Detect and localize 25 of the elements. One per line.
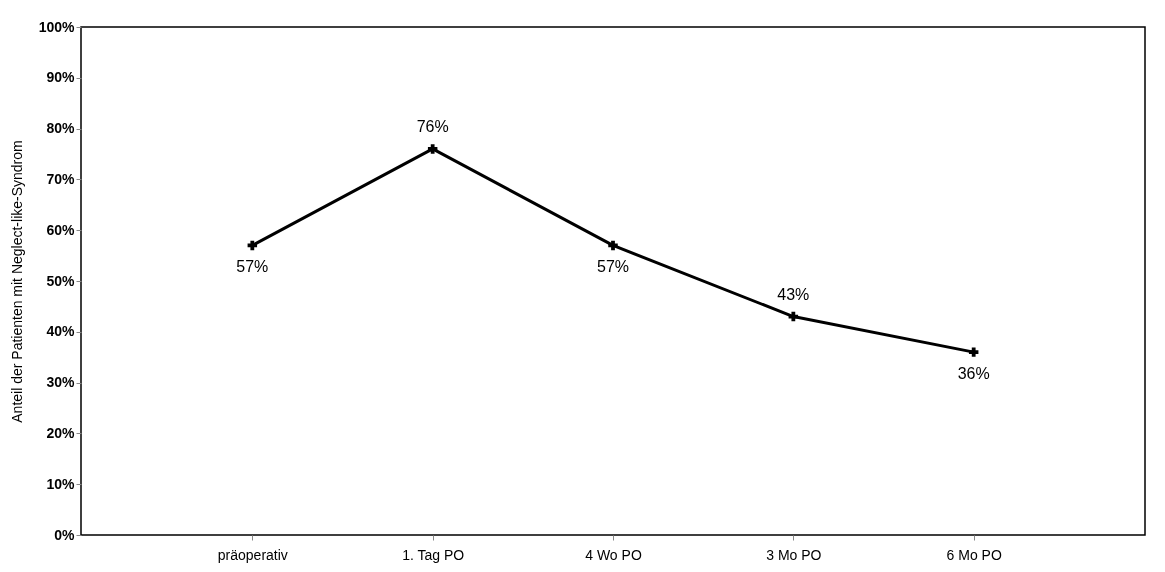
point — [968, 347, 979, 357]
y-axis-title: Anteil der Patienten mit Neglect-like-Syndrom — [8, 140, 25, 423]
text: 36% — [957, 365, 990, 383]
y-tick-label: 0% — [54, 526, 76, 543]
text: 76% — [416, 117, 449, 135]
y-tick-label: 30% — [46, 374, 76, 391]
y-tick-label: 10% — [46, 475, 76, 492]
text: 57% — [596, 258, 630, 276]
y-tick-label: 90% — [46, 69, 76, 86]
y-tick-label: 20% — [46, 424, 76, 441]
point — [427, 144, 438, 154]
x-tick-label: 1. Tag PO — [402, 546, 465, 563]
point — [608, 240, 618, 251]
x-tick-label: 6 Mo PO — [946, 546, 1002, 563]
y-tick-label: 60% — [46, 221, 76, 238]
text: 57% — [236, 258, 269, 276]
y-tick-label: 50% — [46, 272, 76, 289]
y-tick-label: 100% — [38, 18, 76, 35]
x-tick-label: präoperativ — [217, 546, 288, 563]
y-tick-label: 40% — [46, 323, 76, 340]
x-tick-label: 4 Wo PO — [585, 546, 642, 563]
text: 43% — [777, 285, 810, 303]
y-tick-label: 80% — [46, 120, 76, 137]
y-tick-label: 70% — [46, 170, 76, 187]
x-tick-label: 3 Mo PO — [766, 546, 822, 563]
